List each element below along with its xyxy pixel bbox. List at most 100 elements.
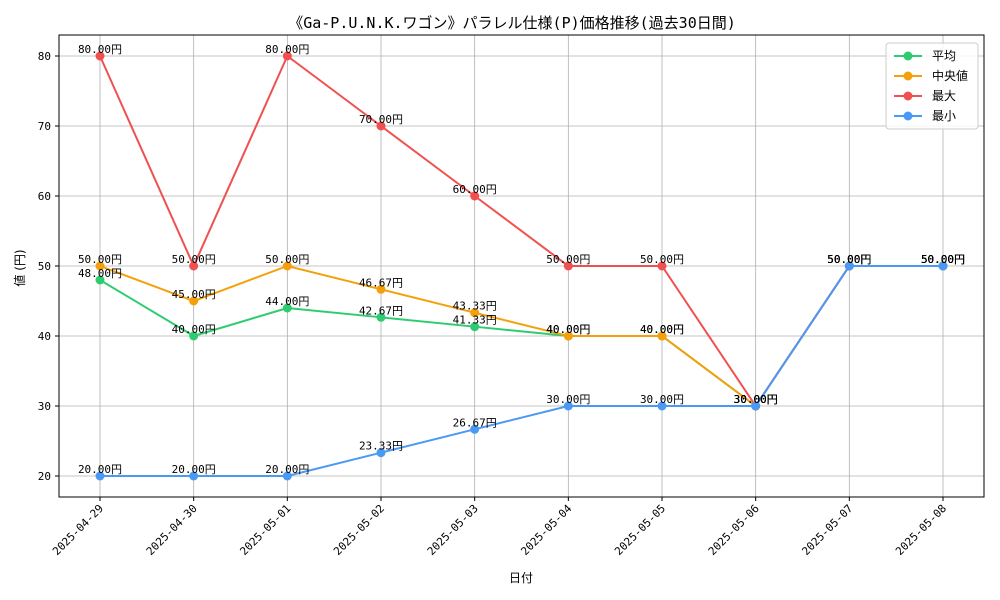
y-tick-label: 30	[38, 400, 51, 413]
legend-box	[885, 42, 979, 130]
series-point-3	[751, 401, 761, 411]
series-line-2	[99, 54, 943, 408]
data-label-0: 44.00円	[265, 295, 309, 308]
series-point-0	[376, 312, 386, 322]
data-label-3: 20.00円	[172, 463, 216, 476]
x-tick-label: 2025-05-06	[706, 502, 762, 558]
x-tick-label: 2025-05-04	[518, 502, 574, 558]
data-label-1: 50.00円	[921, 253, 965, 266]
series-point-1	[657, 331, 667, 341]
legend-marker-2	[903, 91, 913, 101]
series-point-2	[95, 51, 105, 61]
series-point-1	[95, 261, 105, 271]
series-point-0	[282, 303, 292, 313]
x-tick-label: 2025-05-08	[893, 502, 949, 558]
series-point-0	[95, 275, 105, 285]
data-label-3: 20.00円	[265, 463, 309, 476]
series-point-3	[189, 471, 199, 481]
series-group	[95, 51, 948, 481]
series-point-1	[376, 284, 386, 294]
data-label-2: 60.00円	[453, 183, 497, 196]
series-point-2	[376, 121, 386, 131]
data-label-1: 43.33円	[453, 300, 497, 313]
data-label-2: 50.00円	[172, 253, 216, 266]
y-tick-label: 40	[38, 330, 51, 343]
data-label-3: 30.00円	[546, 393, 590, 406]
series-point-3	[938, 261, 948, 271]
series-point-0	[189, 331, 199, 341]
legend-label-2: 最大	[932, 89, 956, 103]
data-label-1: 40.00円	[640, 323, 684, 336]
data-label-0: 50.00円	[827, 253, 871, 266]
chart-title: 《Ga-P.U.N.K.ワゴン》パラレル仕様(P)価格推移(過去30日間)	[288, 14, 736, 32]
data-label-2: 50.00円	[546, 253, 590, 266]
data-label-3: 30.00円	[734, 393, 778, 406]
data-label-3: 30.00円	[640, 393, 684, 406]
data-labels: 48.00円 40.00円 44.00円 42.67円 41.33円 40.00円 40.0…	[78, 43, 965, 476]
data-label-2: 80.00円	[78, 43, 122, 56]
legend-marker-0	[903, 51, 913, 61]
x-tick-label: 2025-04-30	[144, 502, 200, 558]
data-label-3: 20.00円	[78, 463, 122, 476]
series-point-1	[470, 308, 480, 318]
series-point-2	[189, 261, 199, 271]
y-tick-label: 60	[38, 190, 51, 203]
series-point-3	[95, 471, 105, 481]
data-label-1: 46.67円	[359, 276, 403, 289]
data-label-2: 70.00円	[359, 113, 403, 126]
series-line-3	[100, 265, 943, 477]
series-point-1	[563, 331, 573, 341]
legend-marker-3	[903, 111, 913, 121]
data-label-0: 42.67円	[359, 304, 403, 317]
data-label-0: 40.00円	[546, 323, 590, 336]
data-label-2: 50.00円	[827, 253, 871, 266]
legend-label-1: 中央値	[932, 68, 968, 83]
data-label-0: 50.00円	[921, 253, 965, 266]
x-tick-label: 2025-04-29	[50, 502, 106, 558]
data-label-1: 50.00円	[265, 253, 309, 266]
data-label-3: 26.67円	[453, 416, 497, 429]
data-label-0: 41.33円	[453, 314, 497, 327]
series-point-2	[563, 261, 573, 271]
series-point-0	[470, 322, 480, 332]
x-tick-label: 2025-05-02	[331, 502, 387, 558]
y-tick-label: 70	[38, 120, 51, 133]
data-label-1: 30.00円	[734, 393, 778, 406]
x-tick-label: 2025-05-03	[425, 502, 481, 558]
data-label-2: 30.00円	[734, 393, 778, 406]
legend-marker-1	[903, 71, 913, 81]
legend-label-0: 平均	[932, 49, 956, 63]
data-label-3: 50.00円	[827, 253, 871, 266]
series-point-1	[282, 261, 292, 271]
series-point-3	[470, 424, 480, 434]
legend-label-3: 最小	[932, 109, 956, 123]
data-label-2: 80.00円	[265, 43, 309, 56]
series-point-2	[470, 191, 480, 201]
data-label-3: 50.00円	[921, 253, 965, 266]
x-tick-label: 2025-05-01	[237, 502, 293, 558]
series-point-3	[376, 448, 386, 458]
x-axis-label: 日付	[509, 571, 533, 585]
series-point-2	[282, 51, 292, 61]
data-label-0: 30.00円	[734, 393, 778, 406]
data-label-1: 50.00円	[827, 253, 871, 266]
data-label-1: 45.00円	[172, 288, 216, 301]
y-tick-label: 80	[38, 50, 51, 63]
y-tick-label: 20	[38, 470, 51, 483]
series-point-3	[844, 261, 854, 271]
data-label-1: 50.00円	[78, 253, 122, 266]
series-point-3	[657, 401, 667, 411]
data-label-1: 40.00円	[546, 323, 590, 336]
data-label-0: 40.00円	[640, 323, 684, 336]
y-axis-label: 値 (円)	[12, 249, 27, 286]
y-tick-label: 50	[38, 260, 51, 273]
series-point-1	[189, 296, 199, 306]
x-tick-label: 2025-05-07	[799, 502, 855, 558]
data-label-2: 50.00円	[921, 253, 965, 266]
data-label-0: 40.00円	[172, 323, 216, 336]
data-label-0: 48.00円	[78, 267, 122, 280]
series-point-3	[563, 401, 573, 411]
